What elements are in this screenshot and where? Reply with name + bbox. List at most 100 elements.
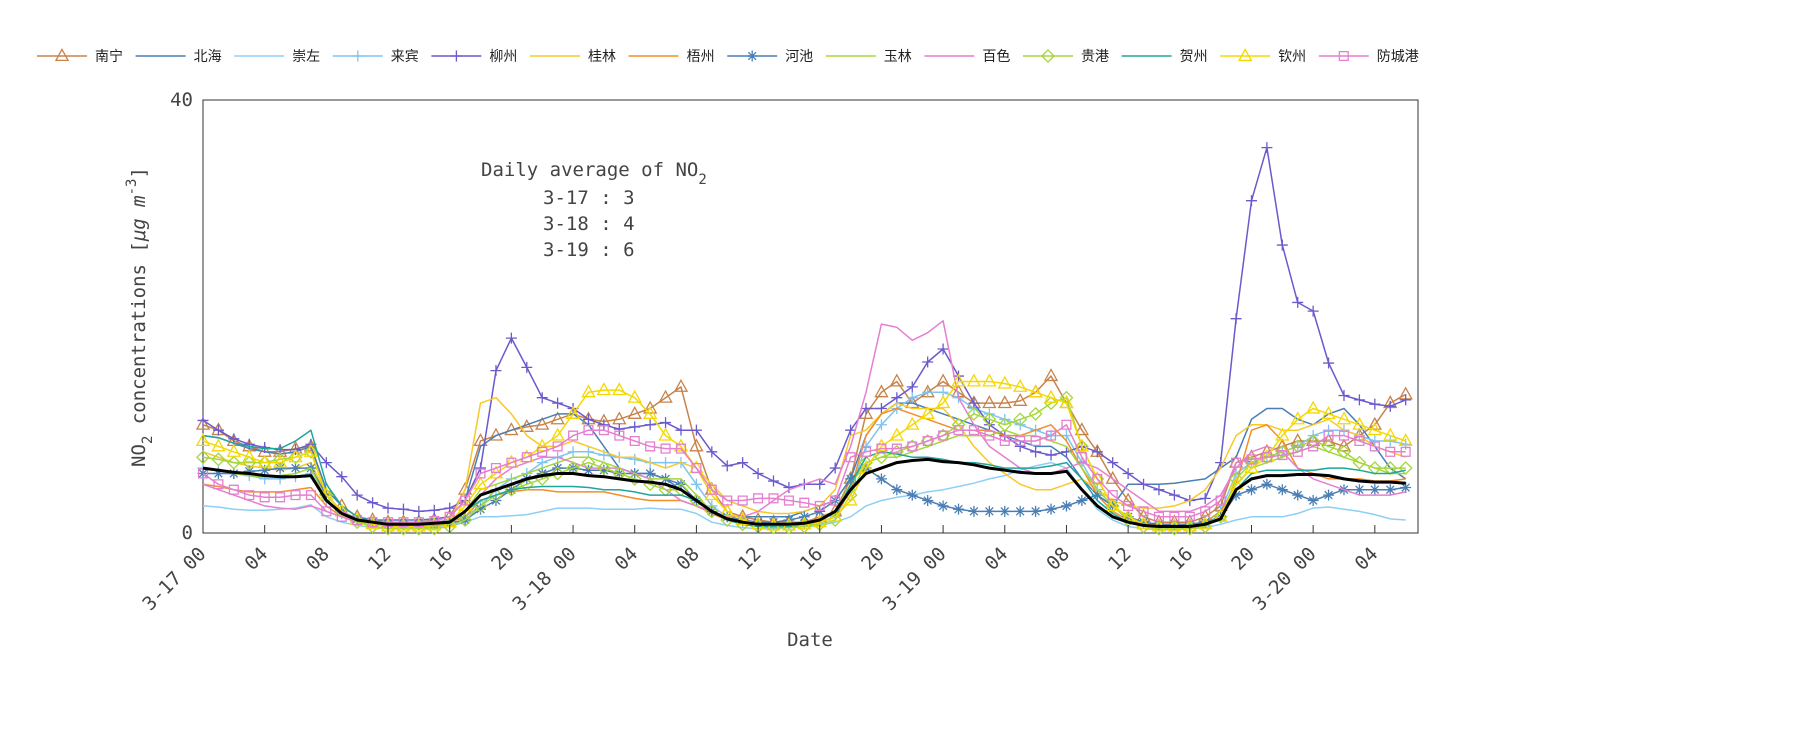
marker (336, 471, 348, 483)
marker (1168, 489, 1180, 501)
marker (1383, 427, 1398, 441)
y-label-sub: 2 (140, 436, 156, 444)
marker (212, 424, 224, 436)
marker (658, 427, 673, 441)
marker (582, 413, 594, 425)
marker (567, 446, 579, 458)
marker (691, 463, 702, 474)
marker (243, 438, 255, 450)
marker (1045, 430, 1057, 441)
marker (627, 471, 642, 486)
annotation-text: Daily average of NO (481, 159, 698, 181)
marker (982, 395, 997, 409)
marker (953, 503, 965, 515)
legend-label: 桂林 (588, 49, 616, 65)
marker (983, 505, 995, 517)
legend-item: 柳州 (431, 48, 517, 65)
marker (367, 517, 378, 528)
marker (938, 430, 949, 441)
plot-area (195, 142, 1413, 536)
marker (598, 419, 610, 431)
legend-item: 玉林 (825, 49, 912, 65)
marker (1013, 392, 1028, 406)
legend-label: 来宾 (391, 49, 419, 65)
marker (1013, 412, 1028, 427)
marker (244, 490, 255, 501)
marker (536, 392, 548, 404)
legend-label: 百色 (982, 48, 1010, 65)
marker (1059, 395, 1074, 409)
marker (519, 477, 534, 492)
marker (814, 478, 826, 490)
marker (303, 444, 318, 459)
marker (273, 452, 288, 467)
marker (1321, 405, 1336, 419)
marker (1030, 446, 1042, 458)
marker (922, 435, 933, 447)
x-tick-label: 20 (487, 543, 519, 575)
annotation-sub: 2 (698, 172, 706, 188)
marker (891, 484, 903, 496)
marker (506, 457, 517, 468)
legend-label: 贺州 (1180, 49, 1208, 65)
marker (598, 425, 609, 436)
y-label-sup: -3 (124, 179, 140, 196)
marker (920, 405, 935, 419)
x-tick-label: 04 (611, 543, 643, 575)
marker (1338, 50, 1349, 62)
marker (937, 343, 949, 355)
legend-item: 贵港 (1023, 49, 1109, 65)
marker (288, 449, 303, 463)
marker (875, 403, 887, 415)
marker (768, 493, 779, 504)
marker (874, 438, 889, 452)
marker (1244, 460, 1259, 474)
marker (1275, 444, 1290, 459)
series-line (202, 457, 1406, 528)
marker (799, 497, 810, 508)
marker (1014, 505, 1026, 517)
legend-label: 南宁 (95, 48, 123, 65)
marker (582, 464, 594, 476)
marker (997, 395, 1012, 409)
marker (226, 443, 241, 457)
marker (1292, 489, 1304, 501)
marker (906, 392, 918, 404)
marker (629, 421, 641, 433)
marker (752, 467, 764, 479)
marker (629, 453, 641, 465)
marker (1169, 511, 1180, 522)
marker (722, 495, 733, 506)
marker (783, 482, 795, 494)
marker (922, 356, 934, 368)
marker (228, 484, 239, 495)
x-tick-label: 20 (857, 543, 889, 575)
marker (1353, 484, 1365, 496)
marker (550, 427, 565, 441)
marker (257, 454, 272, 468)
marker (211, 438, 226, 452)
marker (889, 373, 904, 387)
marker (737, 457, 749, 469)
marker (1060, 500, 1072, 512)
marker (1338, 430, 1350, 441)
marker (1074, 438, 1090, 452)
marker (627, 389, 642, 403)
marker (1275, 427, 1290, 441)
marker (984, 430, 995, 441)
marker (1384, 400, 1396, 412)
x-tick-label: 12 (734, 543, 766, 575)
marker (242, 455, 257, 470)
annotation-line: 3-19 : 6 (543, 239, 635, 261)
marker (568, 430, 579, 441)
x-tick-label: 12 (1104, 543, 1136, 575)
marker (352, 50, 364, 62)
marker (1292, 446, 1303, 457)
marker (212, 467, 224, 479)
marker (1091, 446, 1103, 458)
marker (473, 476, 488, 490)
marker (753, 493, 764, 504)
marker (490, 463, 502, 474)
legend-item: 桂林 (530, 49, 616, 65)
